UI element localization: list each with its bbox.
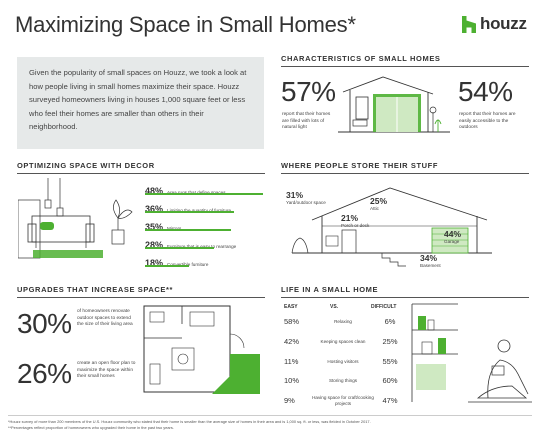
life-row-difficult: 60% [382, 376, 398, 385]
intro-box: Given the popularity of small spaces on … [17, 57, 264, 149]
house-illustration [338, 76, 450, 133]
footnote-1: *Houzz survey of more than 200 members o… [8, 419, 371, 424]
life-row-difficult: 6% [384, 317, 396, 326]
life-title: LIFE IN A SMALL HOME [281, 285, 379, 294]
life-row-label: Relaxing [334, 318, 352, 324]
life-row-label: Keeping spaces clean [320, 338, 366, 344]
reading-person-illustration [411, 303, 532, 403]
decor-item-4: 28%Furniture that is easy to rearrange [145, 235, 236, 253]
life-row-label: Storing things [328, 377, 358, 383]
life-rule [281, 297, 529, 298]
storage-house-illustration [291, 187, 492, 267]
storage-yard: 31% Yard/outdoor space [286, 190, 326, 206]
decor-bar-1 [145, 193, 263, 196]
characteristics-rule [281, 66, 529, 67]
life-row: 58% Relaxing 6% [282, 317, 402, 326]
decor-item-4-label: Furniture that is easy to rearrange [167, 244, 237, 249]
decor-item-2-label: Limiting the quantity of furniture [167, 208, 231, 213]
decor-item-2: 36%Limiting the quantity of furniture [145, 199, 231, 217]
characteristics-left-text: report that their homes are filled with … [282, 112, 331, 130]
decor-item-3-pct: 35% [145, 222, 164, 232]
houzz-logo: houzz [462, 14, 527, 34]
decor-bar-3 [145, 229, 232, 232]
life-row-difficult: 25% [382, 337, 398, 346]
storage-basement-pct: 34% [420, 253, 438, 263]
life-row-easy: 9% [284, 396, 295, 405]
characteristics-title: CHARACTERISTICS OF SMALL HOMES [281, 54, 441, 63]
life-row-label: Having space for craft/cooking projects [312, 395, 374, 406]
decor-item-2-pct: 36% [145, 204, 164, 214]
decor-title: OPTIMIZING SPACE WITH DECOR [17, 161, 155, 170]
storage-title: WHERE PEOPLE STORE THEIR STUFF [281, 161, 439, 170]
storage-porch-pct: 21% [341, 213, 359, 223]
living-room-illustration [18, 178, 133, 259]
life-hdr-difficult: DIFFICULT [371, 304, 397, 310]
characteristics-right-pct: 54% [458, 76, 513, 107]
life-row-easy: 11% [284, 357, 299, 366]
life-row: 10% Storing things 60% [282, 376, 402, 385]
storage-rule [281, 173, 529, 174]
life-row-easy: 42% [284, 337, 300, 346]
logo-text: houzz [480, 14, 527, 33]
decor-item-3-label: Mirrors [167, 226, 181, 231]
decor-item-5-pct: 18% [145, 258, 164, 268]
decor-item-4-pct: 28% [145, 240, 164, 250]
storage-porch: 21% Porch or deck [341, 213, 369, 229]
page-title: Maximizing Space in Small Homes* [15, 12, 356, 37]
storage-yard-pct: 31% [286, 190, 304, 200]
storage-porch-label: Porch or deck [341, 223, 370, 228]
decor-item-5: 18%Convertible furniture [145, 253, 208, 271]
life-row: 11% Hosting visitors 55% [282, 357, 402, 366]
intro-text: Given the popularity of small spaces on … [29, 68, 247, 131]
footnote-2: **Percentages reflect proportion of home… [8, 425, 174, 430]
storage-attic-label: Attic [370, 206, 379, 211]
storage-basement: 34% Basement [420, 253, 441, 269]
upgrades-first-pct: 30% [17, 308, 72, 339]
storage-garage: 44% Garage [444, 229, 461, 245]
upgrades-first-text: of homeowners renovate outdoor spaces to… [77, 309, 133, 327]
characteristics-right-text: report that their homes are easily acces… [459, 112, 516, 130]
decor-item-1: 48%Area rugs that define spaces [145, 181, 226, 199]
floor-plan-illustration [143, 305, 260, 394]
life-row: 9% Having space for craft/cooking projec… [282, 395, 402, 406]
decor-rule [17, 173, 265, 174]
decor-item-1-pct: 48% [145, 186, 164, 196]
decor-bar-5 [145, 265, 190, 268]
houzz-logo-icon [462, 15, 476, 33]
storage-garage-label: Garage [444, 239, 460, 244]
storage-attic: 25% Attic [370, 196, 387, 212]
life-row: 42% Keeping spaces clean 25% [282, 337, 402, 346]
decor-item-5-label: Convertible furniture [167, 262, 209, 267]
life-row-difficult: 55% [382, 357, 398, 366]
life-row-difficult: 47% [382, 396, 398, 405]
decor-bar-4 [145, 247, 214, 250]
upgrades-second-pct: 26% [17, 358, 72, 389]
decor-bar-2 [145, 211, 234, 214]
characteristics-left-pct: 57% [281, 76, 336, 107]
life-hdr-easy: EASY [284, 304, 298, 310]
decor-item-1-label: Area rugs that define spaces [167, 190, 225, 195]
life-row-easy: 10% [284, 376, 300, 385]
upgrades-second-text: create an open floor plan to maximize th… [77, 361, 136, 379]
storage-attic-pct: 25% [370, 196, 388, 206]
life-hdr-vs: VS. [330, 304, 339, 310]
storage-yard-label: Yard/outdoor space [286, 200, 326, 205]
life-row-easy: 58% [284, 317, 300, 326]
footnote-rule [8, 415, 532, 416]
life-row-label: Hosting visitors [327, 358, 359, 364]
upgrades-rule [17, 297, 265, 298]
decor-item-3: 35%Mirrors [145, 217, 181, 235]
upgrades-title: UPGRADES THAT INCREASE SPACE** [17, 285, 174, 294]
storage-garage-pct: 44% [444, 229, 462, 239]
storage-basement-label: Basement [420, 263, 441, 268]
